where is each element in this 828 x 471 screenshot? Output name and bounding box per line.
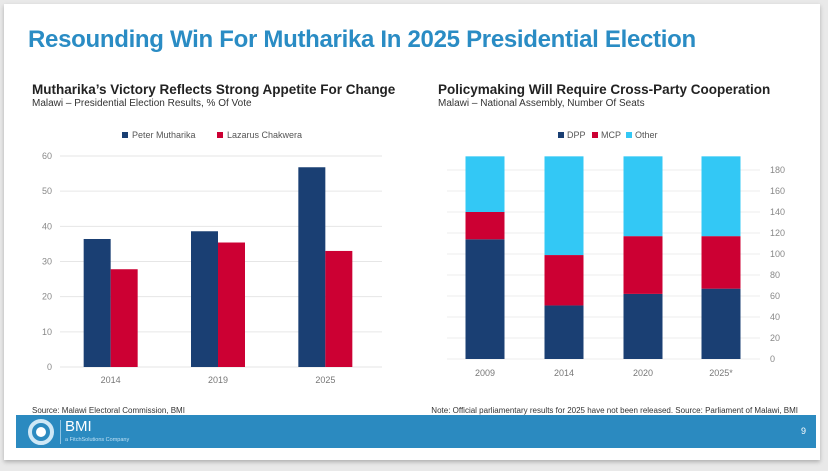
slide-title: Resounding Win For Mutharika In 2025 Pre… [28, 26, 696, 53]
footer-divider [60, 420, 61, 444]
x-tick-label: 2019 [208, 375, 228, 385]
brand-subtitle: a FitchSolutions Company [65, 437, 130, 443]
x-tick-label: 2020 [633, 368, 653, 378]
bar-peter-mutharika [298, 167, 326, 367]
y-tick-label: 80 [770, 270, 780, 280]
y-tick-label: 140 [770, 207, 785, 217]
x-tick-label: 2025 [315, 375, 335, 385]
y-tick-label: 40 [770, 312, 780, 322]
bmi-logo-icon [28, 419, 54, 445]
right-chart-subtitle: Malawi – National Assembly, Number Of Se… [438, 98, 645, 109]
y-tick-label: 20 [770, 333, 780, 343]
bar-peter-mutharika [83, 238, 111, 367]
bar-lazarus-chakwera [218, 242, 245, 367]
bar-dpp [544, 305, 584, 359]
slide: Resounding Win For Mutharika In 2025 Pre… [4, 4, 820, 460]
charts-canvas: 0 10 20 30 40 50 60 2014 2019 2025 Peter Mutharika… [42, 130, 785, 385]
legend-swatch [217, 132, 223, 138]
bar-other [465, 156, 505, 212]
legend-label: MCP [601, 130, 621, 140]
legend-label: Lazarus Chakwera [227, 130, 302, 140]
bar-other [544, 156, 584, 256]
y-tick-label: 50 [42, 186, 52, 196]
left-source: Source: Malawi Electoral Commission, BMI [32, 406, 185, 415]
y-tick-label: 0 [47, 362, 52, 372]
legend-label: DPP [567, 130, 586, 140]
bar-lazarus-chakwera [110, 269, 138, 367]
bar-mcp [544, 255, 584, 306]
y-tick-label: 40 [42, 221, 52, 231]
y-tick-label: 60 [770, 291, 780, 301]
bar-other [623, 156, 663, 237]
y-tick-label: 30 [42, 257, 52, 267]
legend-label: Peter Mutharika [132, 130, 196, 140]
page-number: 9 [800, 426, 806, 436]
brand-name: BMI [65, 418, 92, 435]
left-chart-title: Mutharika’s Victory Reflects Strong Appe… [32, 82, 396, 97]
y-tick-label: 180 [770, 165, 785, 175]
y-tick-label: 60 [42, 151, 52, 161]
bar-mcp [623, 236, 663, 294]
footer-bar: BMI a FitchSolutions Company 9 [16, 415, 816, 448]
left-chart-subtitle: Malawi – Presidential Election Results, … [32, 98, 252, 109]
x-tick-label: 2009 [475, 368, 495, 378]
y-tick-label: 10 [42, 327, 52, 337]
bar-peter-mutharika [191, 231, 218, 367]
x-tick-label: 2014 [101, 375, 121, 385]
right-chart-title: Policymaking Will Require Cross-Party Co… [438, 82, 771, 97]
y-tick-label: 100 [770, 249, 785, 259]
bar-other [701, 156, 741, 237]
legend-swatch [626, 132, 632, 138]
legend-swatch [558, 132, 564, 138]
x-tick-label: 2025* [709, 368, 733, 378]
right-source: Note: Official parliamentary results for… [431, 406, 798, 415]
y-tick-label: 120 [770, 228, 785, 238]
y-tick-label: 20 [42, 292, 52, 302]
x-tick-label: 2014 [554, 368, 574, 378]
y-tick-label: 0 [770, 354, 775, 364]
y-tick-label: 160 [770, 186, 785, 196]
legend-swatch [122, 132, 128, 138]
bar-dpp [701, 288, 741, 359]
bar-dpp [465, 239, 505, 359]
bar-dpp [623, 293, 663, 359]
bar-lazarus-chakwera [325, 250, 353, 367]
bar-mcp [465, 212, 505, 240]
bar-mcp [701, 236, 741, 289]
legend-label: Other [635, 130, 658, 140]
legend-swatch [592, 132, 598, 138]
